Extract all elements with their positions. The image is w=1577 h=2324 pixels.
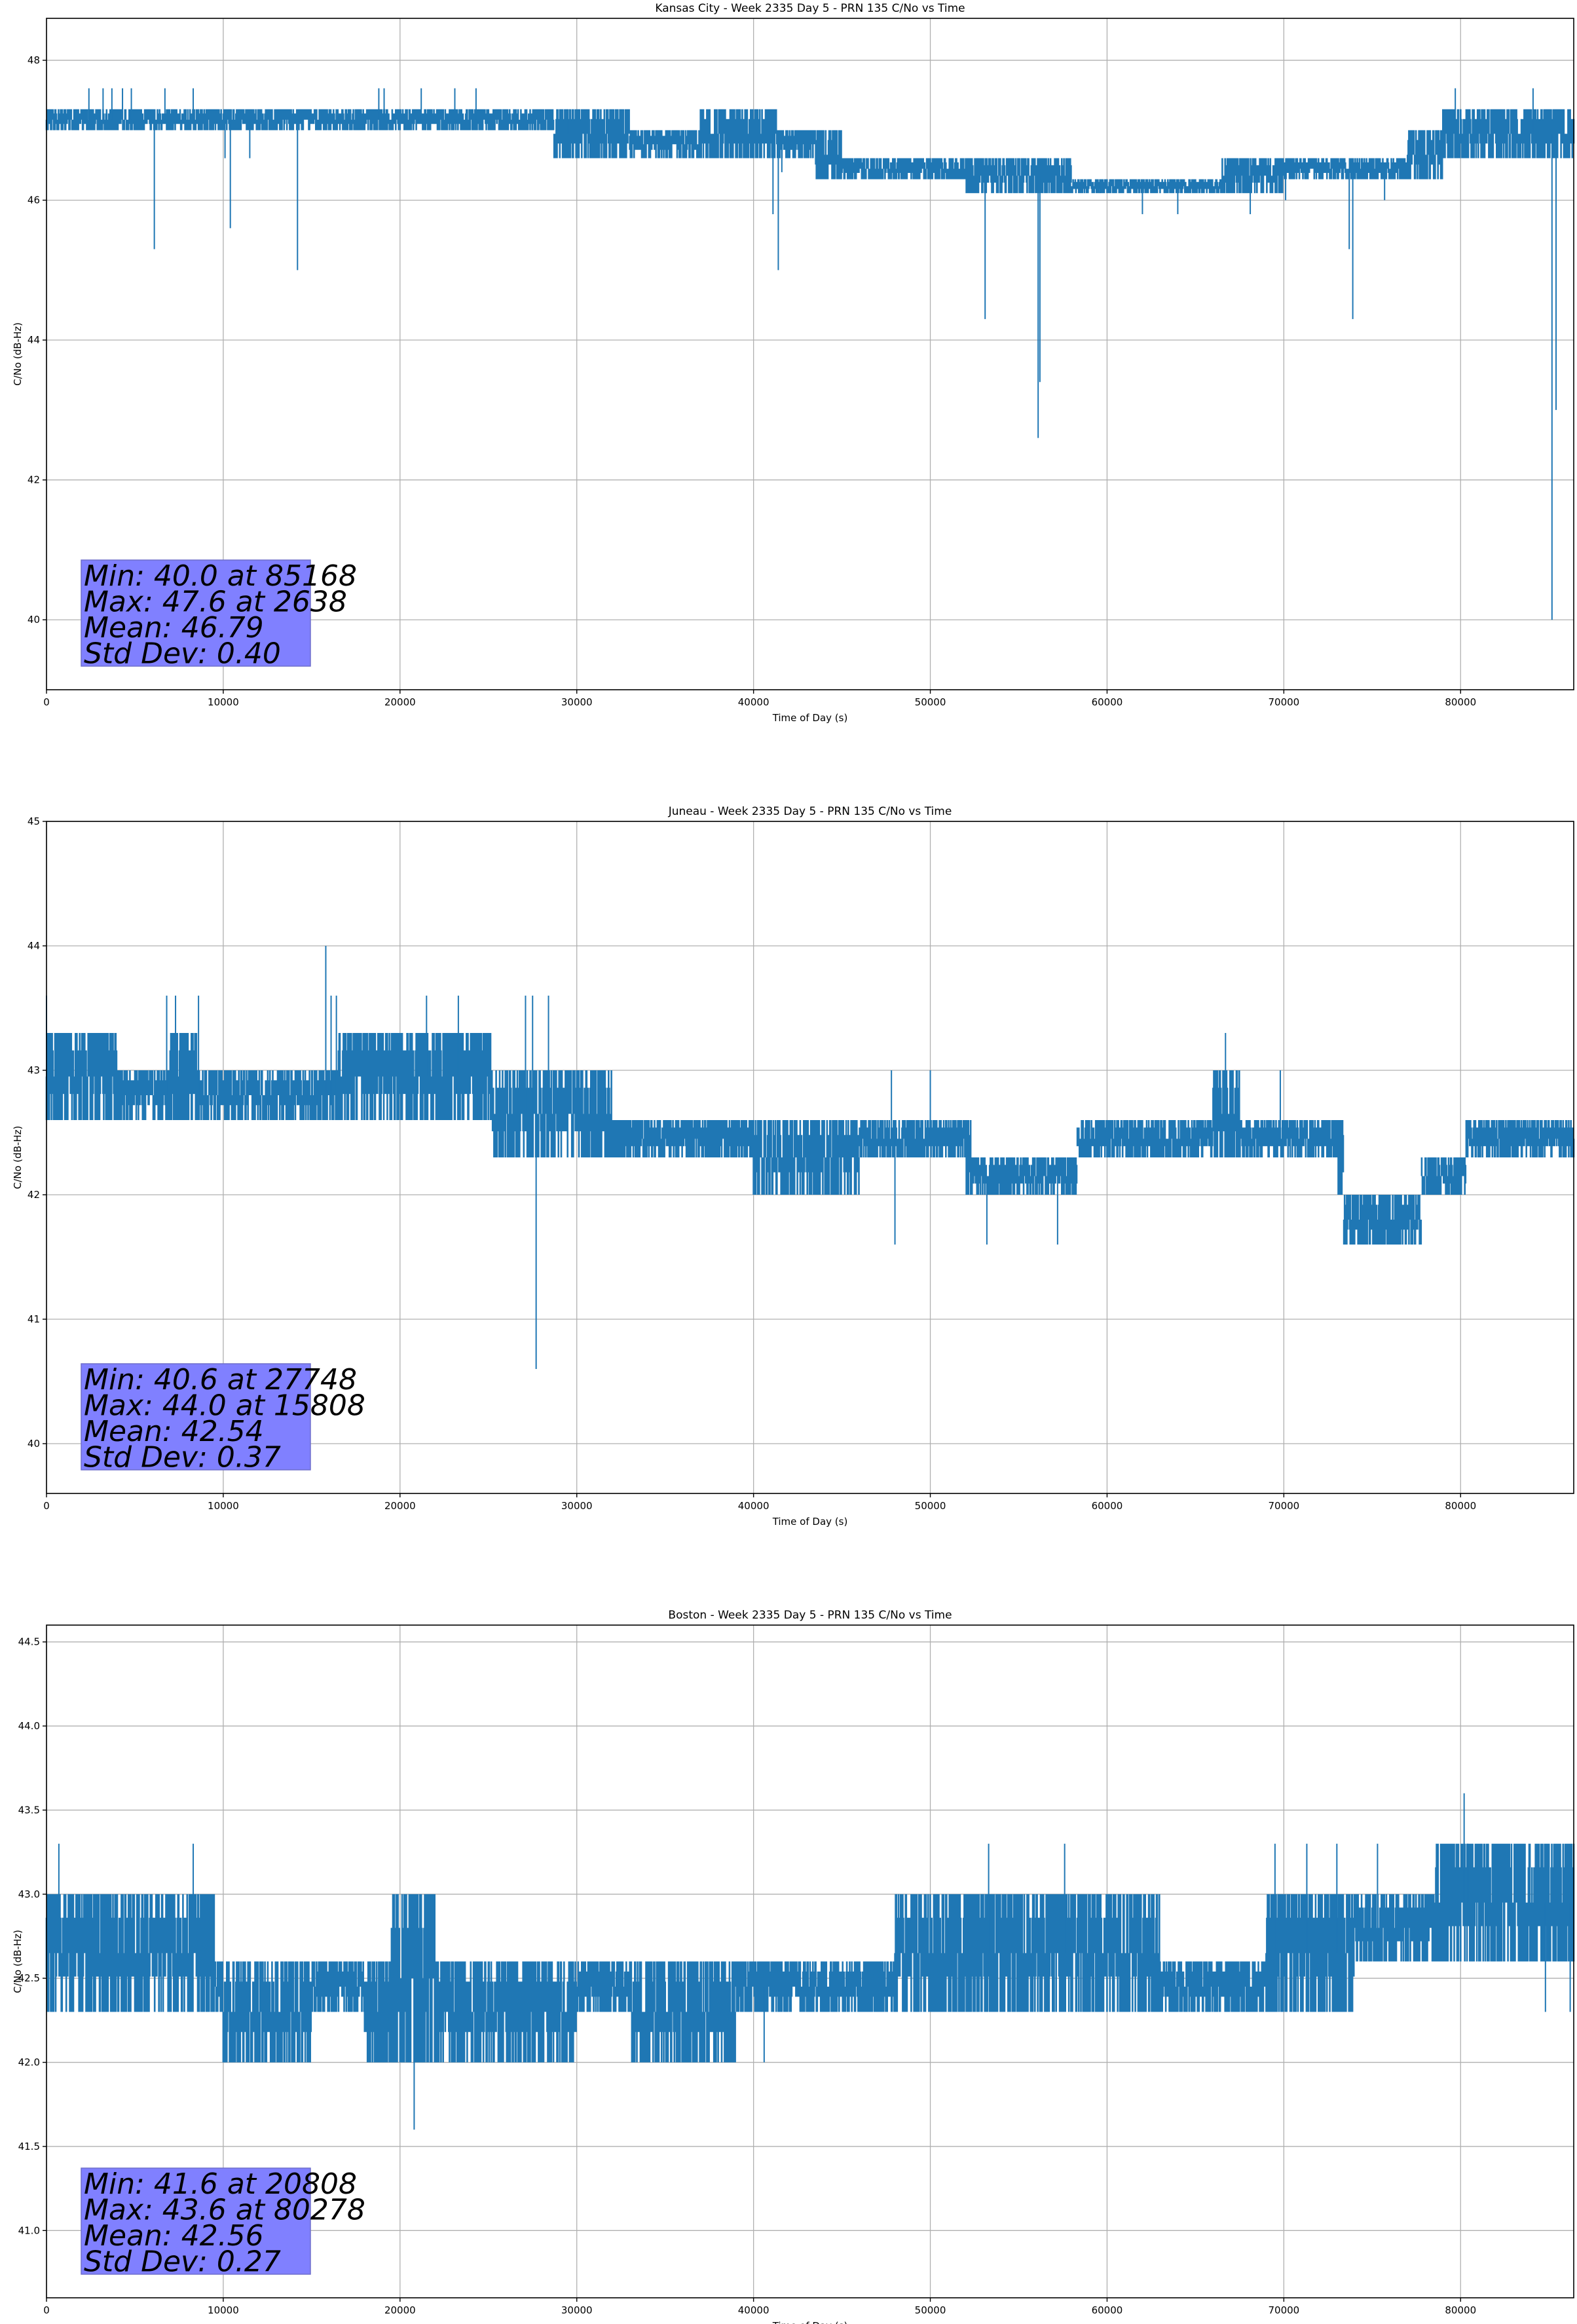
x-tick-label: 20000	[384, 696, 416, 708]
x-tick-label: 0	[43, 696, 50, 708]
chart-title: Kansas City - Week 2335 Day 5 - PRN 135 …	[655, 2, 965, 15]
chart-title: Juneau - Week 2335 Day 5 - PRN 135 C/No …	[668, 805, 952, 818]
y-tick-label: 43.5	[18, 1804, 40, 1816]
x-tick-label: 40000	[738, 1500, 770, 1512]
figure: 0 10000 20000 30000 40000 50000 60000 70000 8000…	[0, 0, 1577, 2324]
x-tick-label: 0	[43, 1500, 50, 1512]
y-axis-label: C/No (dB-Hz)	[12, 1930, 24, 1993]
x-tick-label: 30000	[561, 1500, 593, 1512]
x-tick-label: 70000	[1268, 1500, 1299, 1512]
chart-panel-2: 0 10000 20000 30000 40000 50000 60000 70000 8000…	[12, 805, 1574, 1527]
y-tick-label: 43	[28, 1064, 40, 1076]
x-tick-label: 70000	[1268, 696, 1299, 708]
x-axis-label: Time of Day (s)	[772, 712, 848, 724]
chart-panel-1: 0 10000 20000 30000 40000 50000 60000 70000 8000…	[12, 2, 1574, 724]
y-tick-label: 48	[28, 54, 40, 66]
x-tick-label: 10000	[208, 2304, 239, 2316]
stats-line: Std Dev: 0.27	[84, 2245, 281, 2279]
y-tick-label: 44.5	[18, 1636, 40, 1648]
y-tick-label: 42.0	[18, 2057, 40, 2069]
x-tick-label: 60000	[1092, 1500, 1123, 1512]
stats-line: Std Dev: 0.37	[84, 1441, 281, 1474]
x-tick-label: 20000	[384, 2304, 416, 2316]
y-tick-label: 40	[28, 1438, 40, 1450]
y-tick-label: 44.0	[18, 1720, 40, 1732]
x-tick-label: 40000	[738, 2304, 770, 2316]
y-tick-label: 44	[28, 940, 40, 952]
y-tick-label: 43.0	[18, 1888, 40, 1900]
x-tick-label: 80000	[1445, 2304, 1476, 2316]
x-tick-label: 80000	[1445, 1500, 1476, 1512]
chart-panel-3: 0 10000 20000 30000 40000 50000 60000 70000 8000…	[12, 1609, 1574, 2324]
x-tick-label: 10000	[208, 1500, 239, 1512]
x-axis-label: Time of Day (s)	[772, 2320, 848, 2324]
x-tick-label: 30000	[561, 2304, 593, 2316]
y-tick-label: 44	[28, 334, 40, 346]
y-axis-label: C/No (dB-Hz)	[12, 1126, 24, 1190]
y-axis-label: C/No (dB-Hz)	[12, 322, 24, 386]
x-tick-label: 0	[43, 2304, 50, 2316]
x-tick-label: 60000	[1092, 2304, 1123, 2316]
x-tick-label: 10000	[208, 696, 239, 708]
x-tick-label: 60000	[1092, 696, 1123, 708]
x-tick-label: 80000	[1445, 696, 1476, 708]
x-tick-label: 40000	[738, 696, 770, 708]
x-tick-label: 50000	[915, 2304, 946, 2316]
y-tick-label: 46	[28, 195, 40, 206]
stats-line: Std Dev: 0.40	[84, 637, 281, 671]
x-tick-label: 20000	[384, 1500, 416, 1512]
y-tick-label: 41.5	[18, 2141, 40, 2152]
y-tick-label: 40	[28, 614, 40, 626]
y-tick-label: 41.0	[18, 2224, 40, 2236]
x-axis-label: Time of Day (s)	[772, 1516, 848, 1527]
x-tick-label: 30000	[561, 696, 593, 708]
x-tick-label: 50000	[915, 1500, 946, 1512]
x-tick-label: 50000	[915, 696, 946, 708]
y-tick-label: 45	[28, 815, 40, 827]
y-tick-label: 42	[28, 1189, 40, 1201]
y-tick-label: 42	[28, 474, 40, 486]
y-tick-label: 41	[28, 1313, 40, 1325]
chart-title: Boston - Week 2335 Day 5 - PRN 135 C/No …	[668, 1609, 952, 1622]
x-tick-label: 70000	[1268, 2304, 1299, 2316]
